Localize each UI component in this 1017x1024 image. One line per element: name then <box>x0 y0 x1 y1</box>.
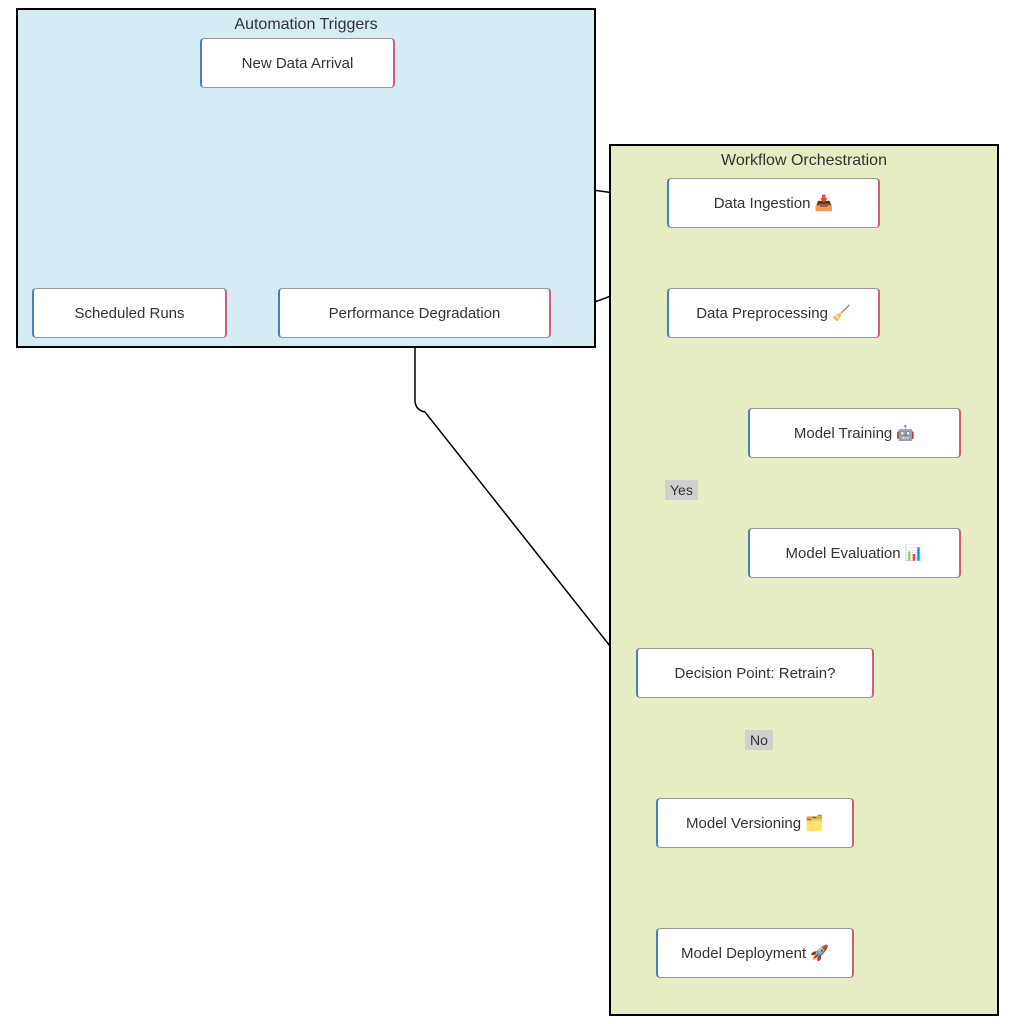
node-versioning: Model Versioning 🗂️ <box>656 798 854 848</box>
node-perf-degrade: Performance Degradation <box>278 288 551 338</box>
edge-label-yes: Yes <box>665 480 698 500</box>
node-label-new-data: New Data Arrival <box>242 55 354 72</box>
node-label-decision: Decision Point: Retrain? <box>675 665 836 682</box>
container-title-triggers: Automation Triggers <box>18 16 594 34</box>
node-label-training: Model Training 🤖 <box>794 424 915 442</box>
node-ingestion: Data Ingestion 📥 <box>667 178 880 228</box>
container-title-workflow: Workflow Orchestration <box>611 152 997 170</box>
node-deployment: Model Deployment 🚀 <box>656 928 854 978</box>
node-evaluation: Model Evaluation 📊 <box>748 528 961 578</box>
container-workflow: Workflow Orchestration <box>609 144 999 1016</box>
node-label-scheduled: Scheduled Runs <box>74 305 184 322</box>
node-preprocess: Data Preprocessing 🧹 <box>667 288 880 338</box>
node-label-ingestion: Data Ingestion 📥 <box>714 194 834 212</box>
node-label-evaluation: Model Evaluation 📊 <box>786 544 924 562</box>
node-new-data: New Data Arrival <box>200 38 395 88</box>
edge-label-no: No <box>745 730 773 750</box>
edge-perf-degrade-to-decision <box>415 338 636 668</box>
node-label-versioning: Model Versioning 🗂️ <box>686 814 824 832</box>
node-label-preprocess: Data Preprocessing 🧹 <box>696 304 851 322</box>
node-scheduled: Scheduled Runs <box>32 288 227 338</box>
node-label-deployment: Model Deployment 🚀 <box>681 944 829 962</box>
node-label-perf-degrade: Performance Degradation <box>329 305 501 322</box>
node-training: Model Training 🤖 <box>748 408 961 458</box>
node-decision: Decision Point: Retrain? <box>636 648 874 698</box>
